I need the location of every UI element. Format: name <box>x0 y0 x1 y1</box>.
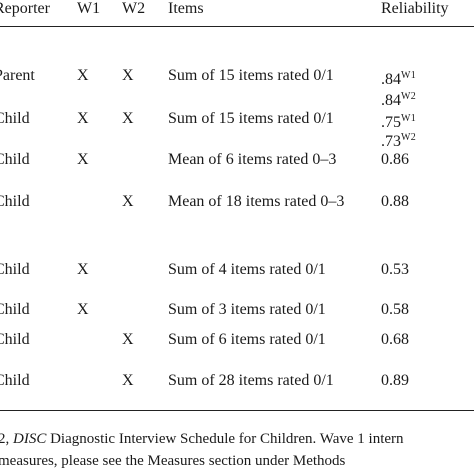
row-6-reliability: 0.58 <box>381 301 409 318</box>
row-3-items: Mean of 6 items rated 0–3 <box>168 151 337 168</box>
column-header-w2: W2 <box>122 0 146 17</box>
row-3-reliability: 0.86 <box>381 151 409 168</box>
row-8-items: Sum of 28 items rated 0/1 <box>168 372 334 389</box>
row-5-reporter: Child <box>0 261 30 278</box>
footnote-line-1: 2, DISC Diagnostic Interview Schedule fo… <box>0 431 404 447</box>
column-header-reporter: Reporter <box>0 0 50 17</box>
row-2-w1: X <box>77 110 89 127</box>
row-6-w1: X <box>77 301 89 318</box>
row-1-w2: X <box>122 67 134 84</box>
row-4-w2: X <box>122 193 134 210</box>
row-4-items: Mean of 18 items rated 0–3 <box>168 193 345 210</box>
row-6-items: Sum of 3 items rated 0/1 <box>168 301 326 318</box>
row-3-reporter: Child <box>0 151 30 168</box>
header-rule <box>0 26 474 27</box>
row-1-reporter: Parent <box>0 67 35 84</box>
row-8-reporter: Child <box>0 372 30 389</box>
column-header-reliability: Reliability <box>381 0 449 17</box>
row-5-items: Sum of 4 items rated 0/1 <box>168 261 326 278</box>
row-8-reliability: 0.89 <box>381 372 409 389</box>
row-4-reporter: Child <box>0 193 30 210</box>
bottom-rule <box>0 410 474 411</box>
row-1-items: Sum of 15 items rated 0/1 <box>168 67 334 84</box>
row-7-reporter: Child <box>0 331 30 348</box>
row-8-w2: X <box>122 372 134 389</box>
column-header-items: Items <box>168 0 204 17</box>
row-2-items: Sum of 15 items rated 0/1 <box>168 110 334 127</box>
row-3-w1: X <box>77 151 89 168</box>
row-2-reporter: Child <box>0 110 30 127</box>
footnote-line-2: measures, please see the Measures sectio… <box>0 453 346 469</box>
row-1-reliability-w2: .84W2 <box>381 91 417 109</box>
row-2-reliability-w1: .75W1 <box>381 113 417 131</box>
row-7-reliability: 0.68 <box>381 331 409 348</box>
row-2-reliability-w2: .73W2 <box>381 132 417 150</box>
row-6-reporter: Child <box>0 301 30 318</box>
row-5-w1: X <box>77 261 89 278</box>
row-1-w1: X <box>77 67 89 84</box>
row-4-reliability: 0.88 <box>381 193 409 210</box>
row-1-reliability-w1: .84W1 <box>381 70 417 88</box>
row-7-w2: X <box>122 331 134 348</box>
row-2-w2: X <box>122 110 134 127</box>
column-header-w1: W1 <box>77 0 101 17</box>
row-7-items: Sum of 6 items rated 0/1 <box>168 331 326 348</box>
row-5-reliability: 0.53 <box>381 261 409 278</box>
